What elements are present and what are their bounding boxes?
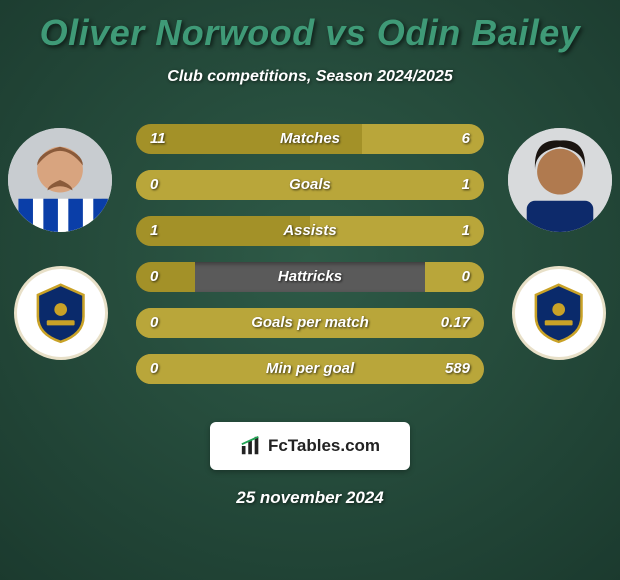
- stat-value-right: 1: [462, 170, 470, 200]
- logo-text: FcTables.com: [268, 436, 380, 456]
- stat-bars: Matches116Goals01Assists11Hattricks00Goa…: [136, 124, 484, 400]
- comparison-area: Matches116Goals01Assists11Hattricks00Goa…: [0, 118, 620, 398]
- stat-row: Matches11 6: [136, 124, 484, 154]
- bars-icon: [240, 435, 262, 457]
- stat-value-left: 11: [150, 124, 166, 154]
- stat-value-left: 0: [150, 308, 158, 338]
- page-title: Oliver Norwood vs Odin Bailey: [0, 12, 620, 54]
- stat-label: Goals: [136, 170, 484, 200]
- stat-value-right: 589: [445, 354, 470, 384]
- stat-value-left: 0: [150, 170, 158, 200]
- stat-label: Min per goal: [136, 354, 484, 384]
- stat-row: Assists1 1: [136, 216, 484, 246]
- date-label: 25 november 2024: [0, 488, 620, 508]
- stat-value-right: 6: [462, 124, 470, 154]
- stat-row: Min per goal0 589: [136, 354, 484, 384]
- subtitle: Club competitions, Season 2024/2025: [0, 68, 620, 86]
- avatar-right-icon: [508, 128, 612, 232]
- stat-value-left: 1: [150, 216, 158, 246]
- stat-value-right: 1: [462, 216, 470, 246]
- crest-icon: [527, 281, 590, 344]
- stat-value-right: 0.17: [441, 308, 470, 338]
- crest-icon: [29, 281, 92, 344]
- player-right-photo: [508, 128, 612, 232]
- stat-value-left: 0: [150, 262, 158, 292]
- stat-label: Goals per match: [136, 308, 484, 338]
- stat-value-right: 0: [462, 262, 470, 292]
- stat-row: Goals0 1: [136, 170, 484, 200]
- stat-row: Hattricks0 0: [136, 262, 484, 292]
- fctables-logo[interactable]: FcTables.com: [210, 422, 410, 470]
- avatar-left-icon: [8, 128, 112, 232]
- player-left-photo: [8, 128, 112, 232]
- club-crest-right: [512, 266, 606, 360]
- stat-label: Matches: [136, 124, 484, 154]
- stat-label: Assists: [136, 216, 484, 246]
- club-crest-left: [14, 266, 108, 360]
- stat-value-left: 0: [150, 354, 158, 384]
- stat-row: Goals per match0 0.17: [136, 308, 484, 338]
- stat-label: Hattricks: [136, 262, 484, 292]
- comparison-card: Oliver Norwood vs Odin Bailey Club compe…: [0, 0, 620, 580]
